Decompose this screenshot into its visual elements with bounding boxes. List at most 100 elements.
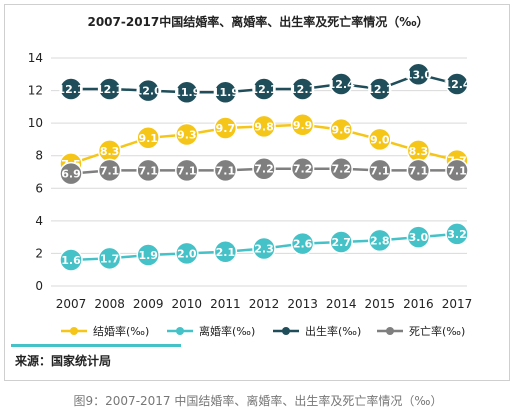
data-label: 6.9	[61, 168, 81, 181]
data-label: 8.3	[100, 145, 120, 158]
data-point	[59, 248, 83, 272]
data-point	[329, 156, 353, 181]
y-tick-label: 8	[35, 149, 43, 163]
data-point	[136, 243, 160, 267]
y-tick-label: 6	[35, 181, 43, 195]
legend-marker	[176, 327, 184, 335]
data-label: 2.1	[216, 246, 236, 259]
data-point	[368, 77, 392, 101]
data-label: 3.2	[447, 228, 467, 241]
data-point	[406, 62, 431, 87]
data-point	[329, 117, 353, 142]
x-tick-label: 2007	[56, 297, 87, 311]
data-label: 11.9	[212, 86, 239, 99]
data-label: 2.0	[177, 247, 197, 260]
legend-marker	[386, 327, 394, 335]
data-label: 1.6	[61, 254, 81, 267]
data-point	[290, 231, 315, 256]
data-point	[406, 158, 431, 183]
data-point	[368, 228, 392, 253]
data-label: 7.1	[409, 164, 429, 177]
data-point	[252, 114, 276, 139]
data-point	[213, 116, 238, 140]
data-point	[290, 113, 315, 137]
data-point	[290, 77, 315, 101]
line-chart: 2007-2017中国结婚率、离婚率、出生率及死亡率情况（‰） 0 2 4 6 8 10 12…	[28, 14, 473, 338]
data-label: 9.0	[370, 133, 390, 146]
data-label: 12.1	[366, 83, 393, 96]
data-label: 7.1	[138, 164, 158, 177]
data-point	[290, 156, 315, 181]
x-tick-label: 2016	[403, 297, 434, 311]
data-point	[59, 77, 83, 101]
x-tick-label: 2011	[210, 297, 241, 311]
data-point	[175, 122, 199, 147]
data-label: 7.1	[216, 164, 236, 177]
y-tick-label: 10	[28, 116, 43, 130]
data-label: 7.1	[100, 164, 120, 177]
data-label: 12.0	[135, 85, 162, 98]
data-label: 12.4	[443, 78, 470, 91]
data-label: 2.8	[370, 234, 390, 247]
legend-label: 出生率(‰)	[305, 324, 361, 338]
data-point	[445, 222, 469, 246]
data-point	[136, 78, 160, 103]
chart-frame: 2007-2017中国结婚率、离婚率、出生率及死亡率情况（‰） 0 2 4 6 8 10 12…	[4, 4, 510, 381]
data-label: 9.9	[293, 119, 313, 132]
x-tick-label: 2014	[326, 297, 357, 311]
data-point	[329, 230, 353, 254]
data-point	[445, 158, 469, 183]
x-tick-label: 2013	[287, 297, 318, 311]
data-point	[175, 158, 199, 183]
x-tick-label: 2010	[172, 297, 203, 311]
data-point	[97, 246, 122, 271]
y-tick-label: 2	[35, 246, 43, 260]
legend-marker	[70, 327, 78, 335]
data-label: 7.2	[254, 163, 274, 176]
data-point	[252, 77, 276, 101]
legend-label: 离婚率(‰)	[199, 324, 255, 338]
data-label: 7.1	[177, 164, 197, 177]
data-label: 12.1	[57, 83, 84, 96]
data-point	[136, 126, 160, 150]
data-label: 3.0	[409, 231, 429, 244]
data-point	[252, 236, 276, 261]
data-label: 8.3	[409, 145, 429, 158]
data-label: 2.3	[254, 243, 274, 256]
source-note: 来源：国家统计局	[15, 354, 112, 368]
data-label: 1.7	[100, 252, 120, 265]
data-label: 2.7	[331, 236, 351, 249]
data-label: 1.9	[138, 249, 158, 262]
data-label: 7.2	[331, 163, 351, 176]
data-label: 12.1	[250, 83, 277, 96]
figure-caption: 图9：2007-2017 中国结婚率、离婚率、出生率及死亡率情况（‰）	[73, 394, 443, 408]
data-label: 9.3	[177, 129, 197, 142]
data-point	[97, 158, 122, 183]
data-label: 13.0	[405, 68, 432, 81]
x-tick-label: 2017	[442, 297, 473, 311]
data-label: 11.9	[173, 86, 200, 99]
x-tick-label: 2009	[133, 297, 164, 311]
data-label: 7.2	[293, 163, 313, 176]
y-tick-label: 0	[35, 279, 43, 293]
legend-label: 结婚率(‰)	[93, 324, 149, 338]
data-label: 9.6	[331, 124, 351, 137]
data-point	[136, 158, 160, 183]
data-label: 9.8	[254, 120, 274, 133]
legend-marker	[282, 327, 290, 335]
data-point	[406, 225, 431, 249]
x-tick-label: 2012	[249, 297, 280, 311]
data-label: 12.4	[328, 78, 355, 91]
y-tick-label: 14	[28, 51, 43, 65]
data-label: 12.1	[289, 83, 316, 96]
data-label: 7.1	[447, 164, 467, 177]
data-point	[175, 241, 199, 266]
legend-label: 死亡率(‰)	[409, 324, 465, 338]
data-point	[213, 80, 238, 104]
data-point	[175, 80, 199, 104]
data-point	[213, 240, 238, 264]
data-point	[252, 156, 276, 181]
data-point	[329, 72, 353, 96]
data-label: 9.1	[138, 132, 158, 145]
data-label: 2.6	[293, 238, 313, 251]
